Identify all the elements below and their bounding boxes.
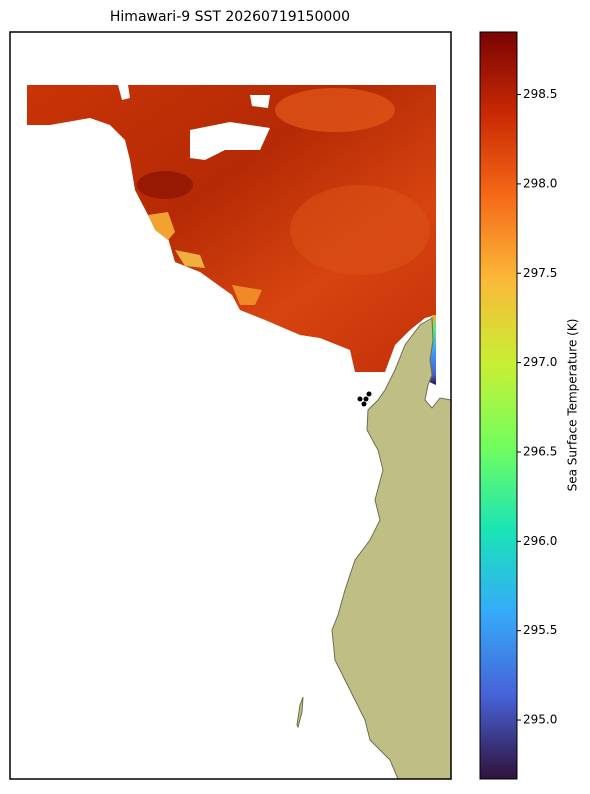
warm-patch xyxy=(275,88,395,132)
marker xyxy=(361,401,367,407)
cool-patch xyxy=(148,212,175,240)
colorbar-tick-label: 297.0 xyxy=(523,355,557,369)
land xyxy=(331,317,451,779)
colorbar-label: Sea Surface Temperature (K) xyxy=(566,319,580,492)
marker xyxy=(363,396,369,402)
chart-title: Himawari-9 SST 20260719150000 xyxy=(110,9,350,25)
colorbar-tick-label: 298.5 xyxy=(523,87,557,101)
map-frame xyxy=(9,31,452,780)
colorbar-tick-label: 295.0 xyxy=(523,713,557,727)
warm-patch xyxy=(290,185,430,275)
cloud-mask xyxy=(250,95,270,108)
colorbar-tick-label: 296.5 xyxy=(523,444,557,458)
colorbar xyxy=(479,31,518,780)
hot-patch xyxy=(137,171,193,199)
cool-patch xyxy=(175,250,205,268)
cool-patch xyxy=(232,285,262,305)
colorbar-tick-label: 295.5 xyxy=(523,623,557,637)
marker xyxy=(357,396,363,402)
cloud-mask xyxy=(190,122,270,160)
map xyxy=(27,85,451,779)
colorbar-tick-label: 298.0 xyxy=(523,176,557,190)
colorbar-tick-label: 296.0 xyxy=(523,534,557,548)
island xyxy=(296,696,304,729)
marker xyxy=(366,391,372,397)
sst-field xyxy=(27,85,436,372)
colorbar-tick-label: 297.5 xyxy=(523,266,557,280)
